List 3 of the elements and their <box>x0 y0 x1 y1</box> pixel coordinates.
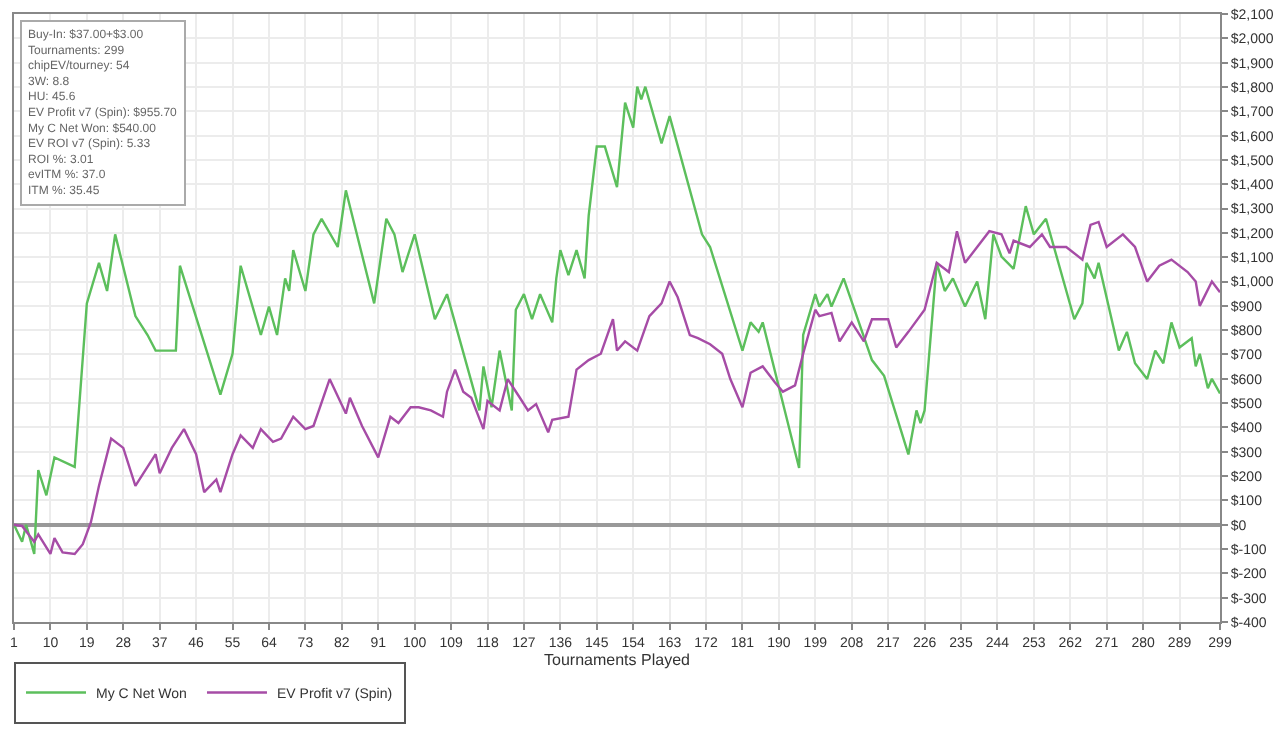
line-series <box>14 85 1220 556</box>
x-axis-title: Tournaments Played <box>544 651 690 669</box>
line-series <box>14 220 1220 556</box>
